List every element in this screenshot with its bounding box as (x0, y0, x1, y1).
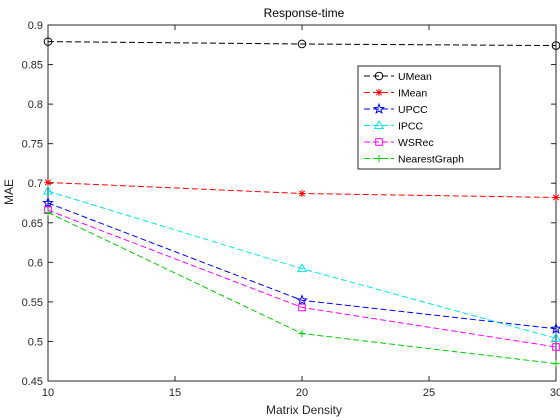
data-point (552, 343, 560, 351)
data-point (42, 196, 54, 209)
y-tick-label: 0.8 (28, 99, 43, 111)
legend-item: IPCC (364, 119, 424, 133)
chart-title: Response-time (264, 6, 345, 20)
data-point (550, 332, 560, 342)
series-nearestgraph (44, 208, 560, 368)
y-tick-label: 0.9 (28, 20, 43, 32)
y-tick-label: 0.6 (28, 257, 43, 269)
y-tick-label: 0.65 (22, 218, 43, 230)
data-point (298, 303, 306, 312)
x-tick-label: 25 (423, 387, 435, 399)
legend-label: IMean (398, 88, 427, 100)
legend-item: WSRec (364, 137, 434, 149)
x-tick-label: 10 (42, 387, 54, 399)
legend-item: UPCC (364, 102, 428, 116)
data-point (298, 329, 306, 338)
data-point (296, 294, 308, 306)
x-axis-label: Matrix Density (266, 403, 342, 417)
legend-marker (374, 71, 384, 81)
series-umean (43, 37, 560, 50)
data-point (44, 208, 52, 217)
legend-marker (375, 138, 383, 146)
series-line (47, 209, 557, 348)
x-tick-label: 15 (169, 387, 181, 399)
data-point (42, 185, 54, 195)
legend-item: IMean (364, 88, 427, 100)
x-tick-label: 30 (550, 387, 560, 399)
legend-marker (375, 154, 383, 163)
series-line (47, 41, 557, 47)
legend-box (357, 65, 501, 170)
data-point (44, 178, 52, 187)
y-axis-label: MAE (2, 179, 16, 205)
legend-label: UMean (398, 71, 432, 83)
legend-label: NearestGraph (398, 154, 464, 166)
y-tick-label: 0.45 (22, 376, 43, 388)
data-point (296, 263, 308, 273)
legend-marker (373, 102, 385, 115)
legend-marker (373, 119, 385, 129)
legend-marker (375, 88, 383, 97)
legend-label: WSRec (398, 137, 434, 149)
series-upcc (42, 196, 560, 334)
x-tick-label: 20 (296, 387, 308, 399)
legend-item: NearestGraph (364, 154, 464, 166)
y-tick-label: 0.75 (22, 139, 43, 151)
data-point (550, 322, 560, 334)
series-wsrec (44, 206, 560, 351)
data-point (43, 37, 53, 46)
series-imean (44, 178, 560, 202)
data-point (552, 359, 560, 368)
data-point (552, 193, 560, 202)
y-tick-label: 0.7 (28, 178, 43, 190)
legend: UMean IMean UPCC IPCC WSRec NearestGraph (357, 65, 501, 170)
series-ipcc (42, 185, 560, 342)
y-tick-label: 0.5 (28, 336, 43, 348)
legend-label: UPCC (398, 104, 428, 116)
legend-item: UMean (364, 71, 432, 83)
y-tick-label: 0.55 (22, 297, 43, 309)
series-line (47, 190, 557, 339)
series-line (47, 202, 557, 330)
legend-label: IPCC (398, 121, 424, 133)
plot-area: 10 15 20 25 30 0.45 0.5 0.55 0.6 0.65 0.7 0.75 0.8 0.… (22, 20, 560, 399)
data-point (297, 39, 307, 49)
data-point (298, 189, 306, 198)
y-tick-label: 0.85 (22, 60, 43, 72)
